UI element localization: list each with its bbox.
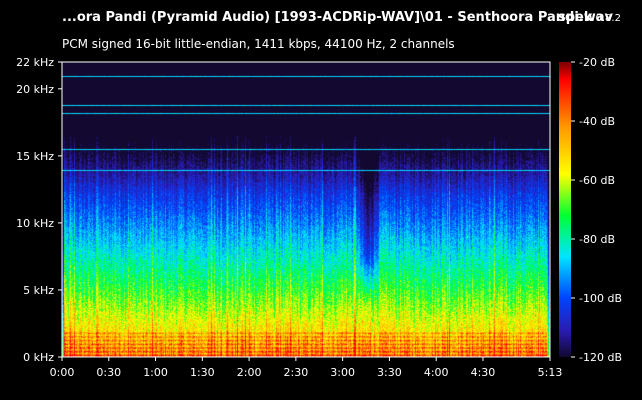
db-label: -100 dB bbox=[579, 292, 622, 305]
db-label: -40 dB bbox=[579, 115, 615, 128]
time-label: 3:00 bbox=[330, 366, 355, 379]
time-label: 4:00 bbox=[424, 366, 449, 379]
time-label: 2:30 bbox=[284, 366, 309, 379]
app-name: spek bbox=[558, 10, 593, 25]
freq-label: 0 kHz bbox=[23, 351, 54, 364]
file-title: ...ora Pandi (Pyramid Audio) [1993-ACDRi… bbox=[62, 10, 613, 25]
time-label: 1:30 bbox=[190, 366, 215, 379]
time-label: 0:00 bbox=[50, 366, 75, 379]
time-label: 2:00 bbox=[237, 366, 262, 379]
db-label: -20 dB bbox=[579, 56, 615, 69]
app-version: 0.8.2 bbox=[595, 13, 621, 24]
time-label: 1:00 bbox=[143, 366, 168, 379]
freq-label: 10 kHz bbox=[16, 217, 54, 230]
db-label: -60 dB bbox=[579, 174, 615, 187]
stream-info: PCM signed 16-bit little-endian, 1411 kb… bbox=[62, 37, 455, 51]
freq-label: 20 kHz bbox=[16, 83, 54, 96]
time-label: 0:30 bbox=[96, 366, 121, 379]
spectrogram-canvas bbox=[62, 62, 550, 357]
time-label: 5:13 bbox=[538, 366, 563, 379]
time-label: 3:30 bbox=[377, 366, 402, 379]
time-label: 4:30 bbox=[471, 366, 496, 379]
freq-label: 22 kHz bbox=[16, 56, 54, 69]
app-brand: spek 0.8.2 bbox=[558, 10, 621, 25]
db-label: -120 dB bbox=[579, 351, 622, 364]
spectrogram-plot bbox=[62, 62, 550, 357]
db-label: -80 dB bbox=[579, 233, 615, 246]
freq-label: 5 kHz bbox=[23, 284, 54, 297]
freq-label: 15 kHz bbox=[16, 150, 54, 163]
db-color-scale bbox=[559, 62, 571, 357]
